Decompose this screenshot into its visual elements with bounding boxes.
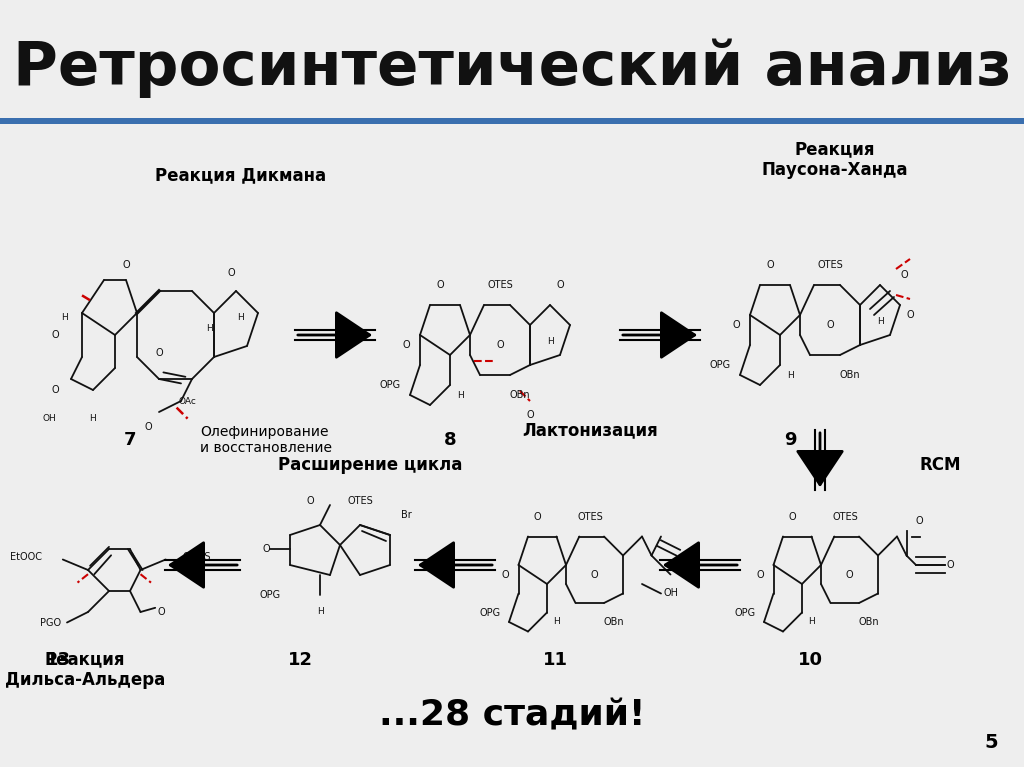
Text: O: O [402,340,410,350]
Text: O: O [900,270,908,280]
Text: Олефинирование
и восстановление: Олефинирование и восстановление [200,425,332,455]
Text: 9: 9 [783,431,797,449]
Text: H: H [808,617,815,627]
Text: OPG: OPG [259,590,281,600]
Text: PGO: PGO [40,617,60,627]
Text: OTES: OTES [347,496,373,506]
Text: Реакция
Дильса-Альдера: Реакция Дильса-Альдера [5,650,165,690]
Text: Реакция Дикмана: Реакция Дикмана [155,166,326,184]
Text: H: H [547,337,553,345]
Text: OAc: OAc [178,397,197,406]
Text: ...28 стадий!: ...28 стадий! [379,698,645,732]
Text: OPG: OPG [479,607,501,617]
Text: OTES: OTES [578,512,603,522]
Text: O: O [227,268,236,278]
Text: O: O [946,560,954,570]
Text: O: O [556,280,564,290]
Text: O: O [158,607,165,617]
Text: O: O [826,320,834,330]
Text: 12: 12 [288,651,312,669]
Text: OBn: OBn [510,390,530,400]
Text: O: O [846,570,853,580]
Text: H: H [457,390,464,400]
Text: OPG: OPG [710,360,730,370]
Text: 13: 13 [45,651,71,669]
Text: OH: OH [42,414,56,423]
Text: H: H [61,313,68,322]
Text: OTES: OTES [833,512,858,522]
Text: OPG: OPG [380,380,400,390]
Text: 8: 8 [443,431,457,449]
Bar [0,118,1024,124]
Text: RCM: RCM [920,456,961,474]
Text: Реакция
Паусона-Ханда: Реакция Паусона-Ханда [762,140,908,179]
Text: O: O [144,423,152,433]
Text: OBn: OBn [603,617,624,627]
Text: O: O [52,330,59,340]
Text: H: H [90,414,96,423]
Text: EtOOC: EtOOC [10,552,42,562]
Text: 5: 5 [984,733,998,752]
Text: Br: Br [400,510,412,520]
Text: H: H [786,370,794,380]
Text: H: H [553,617,560,627]
Text: O: O [262,544,269,554]
Text: 7: 7 [124,431,136,449]
Text: 11: 11 [543,651,567,669]
Text: H: H [877,317,884,325]
Text: OTES: OTES [487,280,513,290]
Text: O: O [534,512,542,522]
Text: H: H [316,607,324,615]
Text: H: H [237,313,244,322]
Text: H: H [206,324,213,333]
Text: O: O [306,496,313,506]
Text: OTES: OTES [817,260,843,270]
Text: O: O [757,570,764,580]
Text: O: O [906,310,913,320]
Text: O: O [766,260,774,270]
Text: OBn: OBn [858,617,879,627]
Text: O: O [526,410,534,420]
Text: O: O [788,512,797,522]
Text: Расширение цикла: Расширение цикла [278,456,462,474]
Text: O: O [497,340,504,350]
Text: O: O [52,385,59,395]
Text: O: O [916,516,924,526]
Text: O: O [436,280,443,290]
Text: O: O [122,259,130,269]
Text: OH: OH [663,588,678,598]
Text: O: O [732,320,739,330]
Text: 10: 10 [798,651,822,669]
Text: OTIPS: OTIPS [182,552,211,562]
Text: Лактонизация: Лактонизация [522,421,657,439]
Text: O: O [591,570,598,580]
Text: OBn: OBn [840,370,860,380]
Text: O: O [156,347,163,357]
Text: O: O [502,570,509,580]
Text: Ретросинтетический анализ: Ретросинтетический анализ [12,38,1012,97]
Text: OPG: OPG [734,607,756,617]
